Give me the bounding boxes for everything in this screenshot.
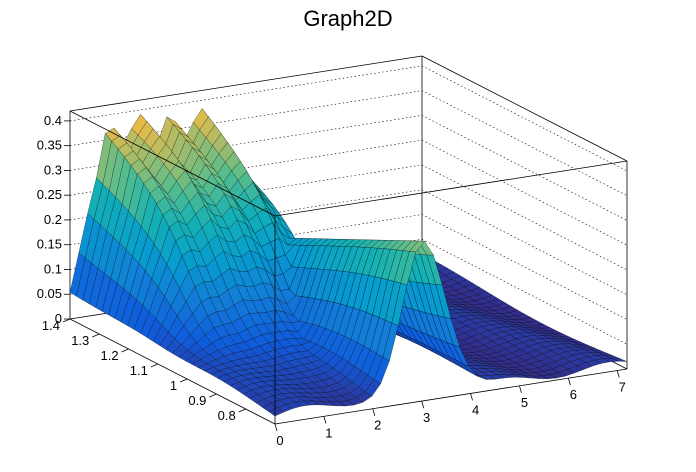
y-tick-label: 0.9: [188, 393, 206, 408]
z-gridline: [69, 189, 628, 295]
z-tick-label: 0.4: [44, 113, 62, 128]
y-tick: [209, 393, 217, 398]
z-tick-label: 0.25: [37, 187, 62, 202]
x-tick: [616, 370, 620, 378]
x-tick-label: 7: [619, 380, 626, 395]
x-tick-label: 1: [325, 425, 332, 440]
z-tick-label: 0.35: [37, 138, 62, 153]
z-gridline: [69, 139, 628, 246]
z-tick-label: 0.2: [44, 212, 62, 227]
x-tick-label: 4: [472, 402, 479, 417]
wall-top-left: [69, 55, 423, 112]
y-tick: [238, 408, 246, 413]
y-tick: [92, 333, 100, 338]
z-tick-label: 0.1: [44, 261, 62, 276]
y-tick-label: 1: [170, 378, 177, 393]
surface-mesh: [69, 108, 628, 417]
frame-top-left: [69, 110, 276, 217]
x-tick-label: 0: [276, 433, 283, 448]
z-tick-label: 0.05: [37, 286, 62, 301]
y-tick-label: 0.8: [218, 408, 236, 423]
axis-ticks: 0 0.05 0.1 0.15 0.2 0.25 0.3 0.35 0.4 0 1 2 3 4 5 6 7 0.8…: [37, 113, 626, 448]
z-tick-label: 0.3: [44, 162, 62, 177]
x-tick: [421, 400, 425, 409]
x-tick: [519, 385, 522, 393]
x-tick: [567, 378, 571, 386]
frame-top-front: [274, 160, 628, 217]
wall-top-right: [421, 55, 628, 162]
y-tick: [179, 378, 188, 383]
z-gridline: [69, 164, 628, 271]
z-gridline: [69, 90, 628, 196]
x-tick: [470, 393, 473, 401]
z-gridline: [69, 238, 628, 345]
x-tick: [323, 416, 327, 424]
floor-edge-front-y: [69, 318, 276, 425]
z-gridline: [69, 214, 628, 320]
x-tick-label: 2: [374, 418, 381, 433]
y-tick: [62, 318, 71, 323]
y-tick-label: 1.3: [71, 333, 89, 348]
y-tick: [121, 348, 129, 353]
y-tick: [150, 363, 159, 368]
z-gridline: [69, 115, 628, 221]
z-gridline: [69, 65, 628, 172]
chart-title: Graph2D: [303, 6, 393, 31]
y-tick-label: 1.1: [130, 363, 148, 378]
y-tick-label: 1.2: [100, 348, 118, 363]
z-tick-label: 0: [55, 311, 62, 326]
y-tick-label: 1.4: [42, 318, 60, 333]
x-tick: [372, 408, 376, 416]
x-tick: [274, 423, 278, 432]
x-tick-label: 3: [423, 410, 430, 425]
axis-frame-front: [69, 110, 628, 424]
x-tick-label: 6: [570, 387, 577, 402]
z-tick-label: 0.15: [37, 237, 62, 252]
x-tick-label: 5: [521, 395, 528, 410]
surface-cell: [268, 407, 285, 417]
